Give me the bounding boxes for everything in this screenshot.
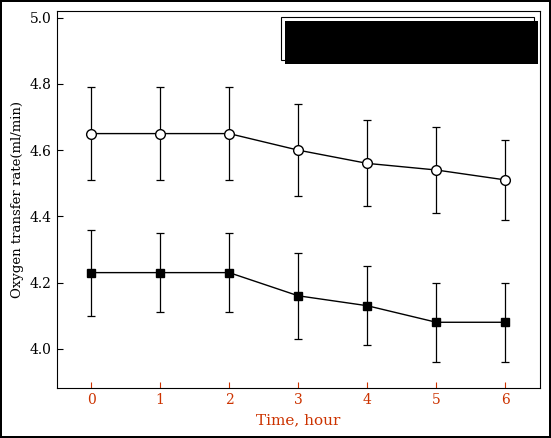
Y-axis label: Oxygen transfer rate(ml/min): Oxygen transfer rate(ml/min) [11,101,24,298]
X-axis label: Time, hour: Time, hour [256,413,341,427]
Legend: Blood, Blood/Hemosome mixed solution: Blood, Blood/Hemosome mixed solution [281,18,533,60]
